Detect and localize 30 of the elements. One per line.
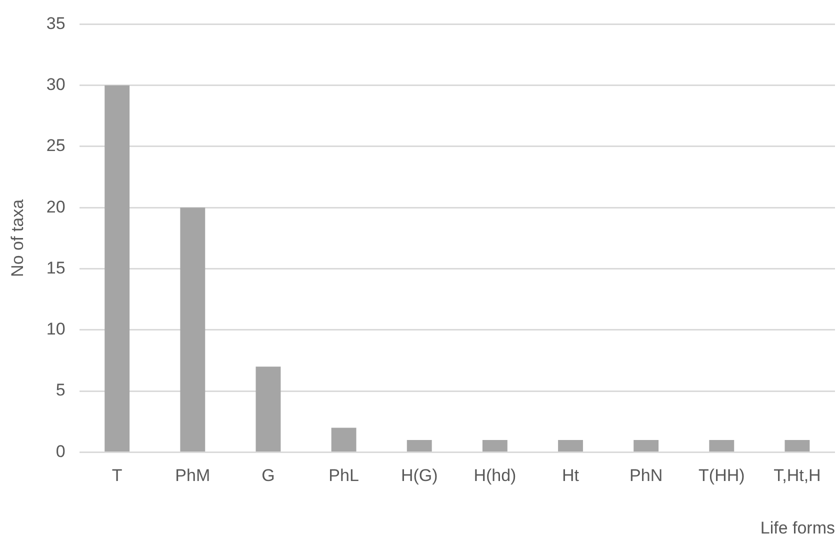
- x-tick-label: H(hd): [474, 466, 516, 486]
- bar: [634, 440, 659, 452]
- y-tick-label: 25: [46, 136, 66, 156]
- bar: [558, 440, 583, 452]
- bar: [331, 428, 356, 452]
- bar: [180, 208, 206, 452]
- y-tick-label: 10: [46, 320, 66, 339]
- y-tick-label: 5: [56, 380, 66, 400]
- y-tick-label: 20: [46, 197, 66, 216]
- x-tick-label: H(G): [400, 466, 438, 486]
- y-tick-label: 35: [46, 14, 66, 33]
- x-tick-label: PhL: [328, 466, 359, 486]
- bar: [482, 440, 508, 452]
- bar: [256, 366, 281, 452]
- bar: [709, 440, 734, 452]
- x-tick-label: Ht: [562, 466, 580, 486]
- bar: [406, 440, 432, 452]
- bar: [104, 85, 130, 452]
- x-tick-label: T: [112, 466, 122, 486]
- x-tick-label: T(HH): [698, 466, 745, 486]
- x-axis-title: Life forms: [760, 518, 835, 538]
- y-tick-label: 15: [46, 258, 66, 278]
- x-tick-label: G: [262, 466, 275, 486]
- x-tick-label: PhN: [630, 466, 663, 486]
- y-tick-label: 30: [46, 75, 66, 94]
- x-tick-label: T,Ht,H: [774, 466, 821, 486]
- y-axis-title: No of taxa: [8, 198, 27, 277]
- x-tick-label: PhM: [175, 466, 210, 486]
- bar: [784, 440, 810, 452]
- y-tick-label: 0: [56, 442, 66, 461]
